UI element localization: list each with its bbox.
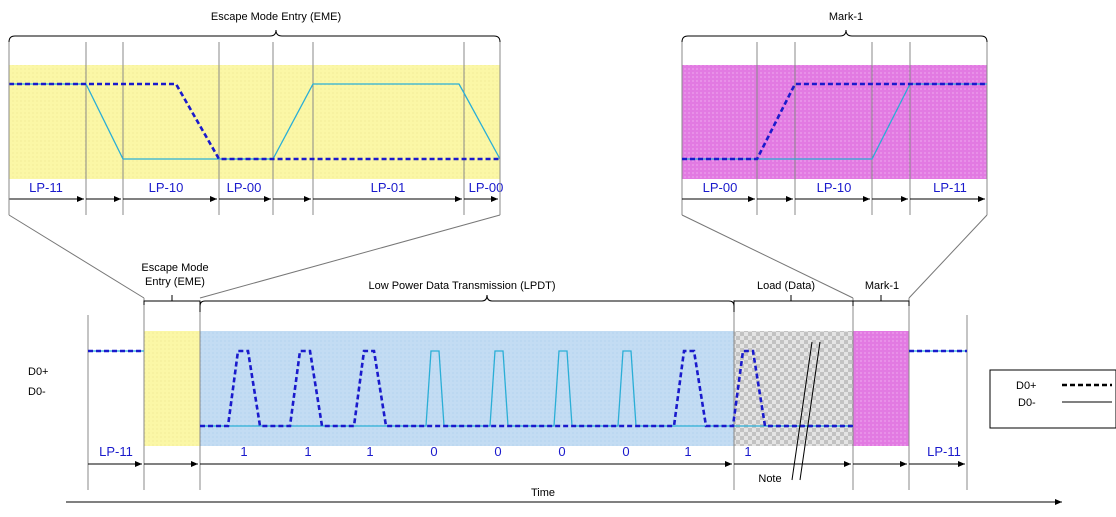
eme-zoom-dp-signal: [9, 82, 500, 161]
bottom-dividers: [87, 298, 968, 490]
note-bg: [752, 470, 790, 486]
mark1-zoom-dividers: [681, 42, 988, 215]
bottom-mark1-label: Mark-1: [865, 280, 899, 292]
mark1-state-0: LP-00: [703, 180, 738, 195]
bit-8: 1: [744, 444, 751, 459]
bottom-dm-label: D0-: [28, 386, 46, 398]
bottom-eme-label-2: Entry (EME): [145, 276, 205, 288]
legend-dm-label: D0-: [1018, 397, 1036, 409]
bottom-state-left: LP-11: [99, 444, 133, 459]
lpdt-region: [200, 331, 734, 446]
bottom-eme-brace: [143, 295, 201, 305]
lpdt-label: Low Power Data Transmission (LPDT): [368, 280, 555, 292]
bottom-dm-signal: [200, 350, 853, 427]
bit-6: 0: [622, 444, 629, 459]
eme-zoom-panel: Escape Mode Entry (EME) LP-11 LP-10 LP-0…: [8, 11, 504, 215]
mark1-zoom-title: Mark-1: [829, 11, 863, 23]
mark1-zoom-panel: Mark-1 LP-00 LP-10 LP-11: [681, 11, 988, 215]
bottom-timeline: Escape Mode Entry (EME) Low Power Data T…: [28, 262, 1062, 505]
bit-2: 1: [366, 444, 373, 459]
mark1-zoom-fill: [682, 65, 987, 179]
bit-0: 1: [240, 444, 247, 459]
eme-state-3: LP-01: [371, 180, 406, 195]
eme-region: [144, 331, 200, 446]
mark1-region: [853, 331, 909, 446]
bottom-dp-label: D0+: [28, 366, 49, 378]
lpdt-brace: [199, 294, 735, 312]
eme-zoom-fill: [9, 65, 500, 179]
eme-zoom-brace: [8, 29, 501, 48]
bottom-dp-signal: [200, 349, 853, 428]
load-brace: [733, 295, 854, 306]
bit-5: 0: [558, 444, 565, 459]
eme-zoom-title: Escape Mode Entry (EME): [211, 11, 341, 23]
bottom-eme-label-1: Escape Mode: [141, 262, 208, 274]
eme-zoom-dividers: [85, 42, 465, 215]
time-label: Time: [531, 487, 555, 499]
bit-3: 0: [430, 444, 437, 459]
mark1-state-1: LP-10: [817, 180, 852, 195]
bottom-state-right: LP-11: [927, 444, 961, 459]
eme-state-4: LP-00: [469, 180, 504, 195]
mark1-zoom-brace: [681, 29, 988, 48]
eme-state-1: LP-10: [149, 180, 184, 195]
bit-4: 0: [494, 444, 501, 459]
eme-state-2: LP-00: [227, 180, 262, 195]
mark1-state-2: LP-11: [933, 180, 967, 195]
zoom-connectors: [8, 214, 988, 299]
load-region: [734, 331, 853, 446]
mark1-brace: [852, 295, 910, 306]
legend-dp-label: D0+: [1016, 380, 1037, 392]
legend: D0+ D0-: [989, 369, 1116, 429]
break-marks: [791, 341, 821, 481]
bit-1: 1: [304, 444, 311, 459]
legend-box: [989, 369, 1116, 429]
note-label: Note: [758, 473, 781, 485]
load-label: Load (Data): [757, 280, 815, 292]
eme-state-0: LP-11: [29, 180, 63, 195]
bit-7: 1: [684, 444, 691, 459]
